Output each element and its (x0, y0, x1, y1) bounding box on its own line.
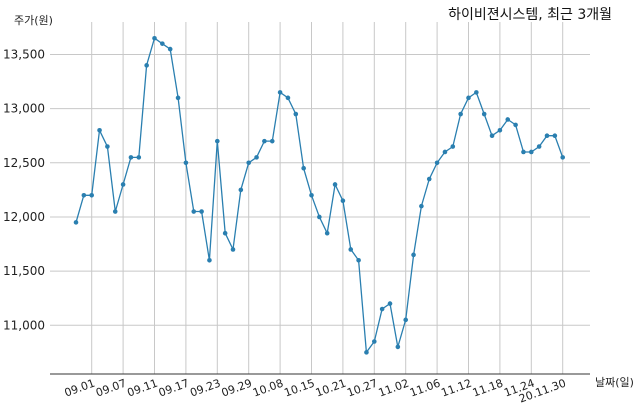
data-point (387, 301, 393, 306)
data-point (411, 252, 416, 258)
data-point (340, 198, 346, 204)
data-point (356, 257, 361, 263)
x-tick-label: 11.18 (471, 377, 505, 400)
data-point (419, 203, 424, 209)
x-tick-label: 09.07 (94, 377, 128, 400)
x-tick-label: 09.23 (188, 377, 222, 400)
data-point (505, 117, 511, 122)
data-point (536, 144, 542, 149)
x-tick-label: 10.08 (251, 377, 285, 400)
data-point (191, 209, 197, 214)
x-tick-label: 09.11 (125, 377, 159, 400)
data-point (458, 111, 463, 117)
data-point (160, 41, 165, 46)
data-point (97, 128, 102, 133)
data-point (293, 111, 299, 117)
data-point (152, 35, 157, 41)
data-point (167, 46, 173, 52)
data-point (403, 317, 409, 323)
data-point (207, 257, 212, 263)
data-point (348, 247, 354, 252)
x-tick-label: 11.06 (408, 377, 442, 400)
data-point (379, 306, 385, 312)
y-tick-label: 13,500 (3, 47, 45, 61)
data-point (215, 138, 220, 144)
data-point (144, 63, 149, 68)
data-point (230, 247, 236, 252)
price-series (73, 35, 565, 355)
data-point (89, 192, 94, 198)
data-point (521, 149, 526, 155)
x-tick-label: 10.15 (282, 377, 316, 400)
grid (50, 22, 590, 374)
data-point (395, 344, 401, 350)
y-axis-label: 주가(원) (14, 14, 53, 27)
data-point (105, 144, 110, 149)
data-point (426, 176, 432, 182)
y-tick-label: 11,000 (3, 318, 45, 332)
x-tick-label: 09.01 (63, 377, 97, 400)
data-point (301, 165, 306, 171)
data-point (466, 95, 471, 101)
data-point (175, 95, 181, 101)
data-point (332, 182, 338, 187)
data-point (317, 214, 322, 220)
data-point (474, 90, 479, 95)
data-point (269, 138, 275, 144)
data-point (372, 339, 377, 344)
data-point (529, 149, 534, 155)
data-point (136, 155, 142, 160)
y-tick-label: 12,500 (3, 156, 45, 170)
data-point (324, 230, 330, 236)
chart-title: 하이비젼시스템, 최근 3개월 (448, 7, 612, 23)
data-point (254, 155, 259, 160)
x-tick-label: 09.17 (157, 377, 191, 400)
data-point (497, 128, 503, 133)
data-point (120, 182, 126, 187)
data-point (238, 187, 244, 193)
data-point (450, 144, 456, 149)
data-point (73, 220, 79, 225)
data-point (262, 138, 267, 144)
data-point (442, 149, 448, 155)
y-tick-label: 12,000 (3, 210, 45, 224)
data-point (513, 122, 518, 128)
x-tick-label: 10.27 (345, 377, 379, 400)
data-point (199, 209, 204, 214)
x-tick-label: 11.12 (439, 377, 473, 400)
data-point (552, 133, 558, 139)
x-axis-label: 날짜(일) (595, 376, 634, 389)
data-point (364, 350, 369, 355)
data-point (246, 160, 251, 166)
y-tick-label: 13,000 (3, 102, 45, 116)
x-tick-label: 09.29 (220, 377, 254, 400)
data-point (309, 192, 314, 198)
data-point (112, 209, 118, 214)
y-tick-label: 11,500 (3, 264, 45, 278)
x-tick-label: 11.02 (377, 377, 411, 400)
data-point (434, 160, 440, 166)
data-point (222, 230, 228, 236)
axes: 11,000 11,500 12,000 12,500 13,000 13,500 09.0… (3, 47, 590, 406)
data-point (183, 160, 189, 166)
data-point (560, 155, 565, 160)
series-line (75, 37, 564, 355)
data-point (544, 133, 550, 139)
data-point (285, 95, 291, 101)
data-point (489, 133, 495, 139)
x-tick-label: 10.21 (314, 377, 348, 400)
data-point (481, 111, 487, 117)
data-point (81, 192, 87, 198)
data-point (277, 90, 283, 95)
data-point (128, 155, 134, 160)
